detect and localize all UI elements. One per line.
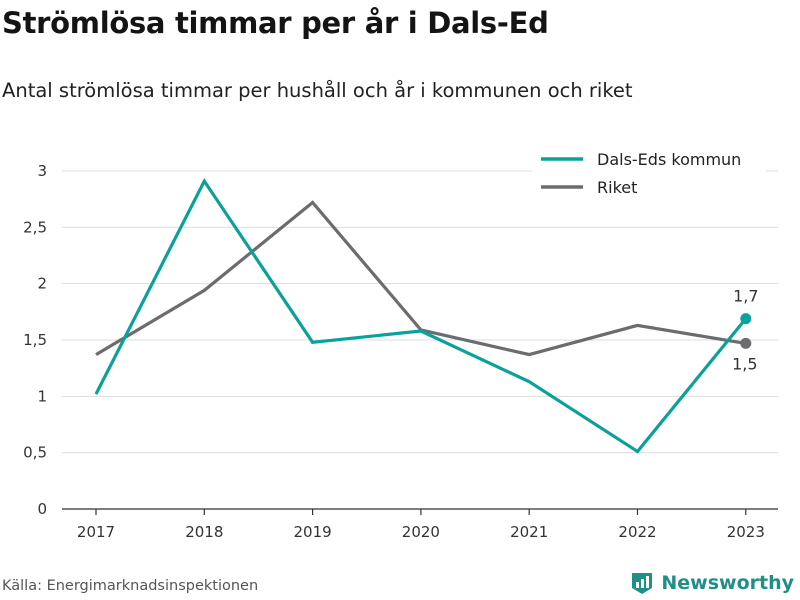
y-tick-label: 0: [37, 500, 47, 518]
x-tick-label: 2019: [294, 523, 332, 541]
y-tick-label: 2: [37, 275, 47, 293]
legend: Dals-Eds kommun Riket: [532, 146, 766, 202]
y-axis-ticks: 0 0,5 1 1,5 2 2,5 3: [23, 162, 47, 518]
series-lines: [94, 177, 752, 454]
x-tick-label: 2020: [402, 523, 440, 541]
chart-title: Strömlösa timmar per år i Dals-Ed: [2, 6, 549, 40]
legend-label: Riket: [597, 178, 637, 197]
source-note: Källa: Energimarknadsinspektionen: [2, 578, 259, 594]
y-tick-label: 3: [37, 162, 47, 180]
brand-name: Newsworthy: [661, 572, 794, 594]
legend-background: [532, 146, 766, 202]
y-tick-label: 2,5: [23, 218, 47, 236]
data-labels: 1,7 1,5: [732, 287, 758, 374]
x-tick-label: 2023: [727, 523, 765, 541]
x-axis: 2017 2018 2019 2020 2021 2022 2023: [62, 508, 778, 541]
x-tick-label: 2018: [185, 523, 223, 541]
x-tick-label: 2022: [618, 523, 656, 541]
y-tick-label: 1: [37, 387, 47, 405]
end-label-dals-ed: 1,7: [733, 287, 758, 306]
series-end-point: [740, 313, 752, 325]
newsworthy-logo-icon: [632, 573, 653, 594]
x-tick-label: 2021: [510, 523, 548, 541]
brand-logo: Newsworthy: [629, 570, 794, 596]
x-tick-label: 2017: [77, 523, 115, 541]
legend-label: Dals-Eds kommun: [597, 150, 741, 169]
y-tick-label: 1,5: [23, 331, 47, 349]
end-label-riket: 1,5: [732, 354, 757, 373]
series-end-point: [740, 337, 752, 349]
series-line-dals-ed: [94, 177, 748, 454]
chart-subtitle: Antal strömlösa timmar per hushåll och å…: [2, 79, 633, 102]
y-tick-label: 0,5: [23, 444, 47, 462]
